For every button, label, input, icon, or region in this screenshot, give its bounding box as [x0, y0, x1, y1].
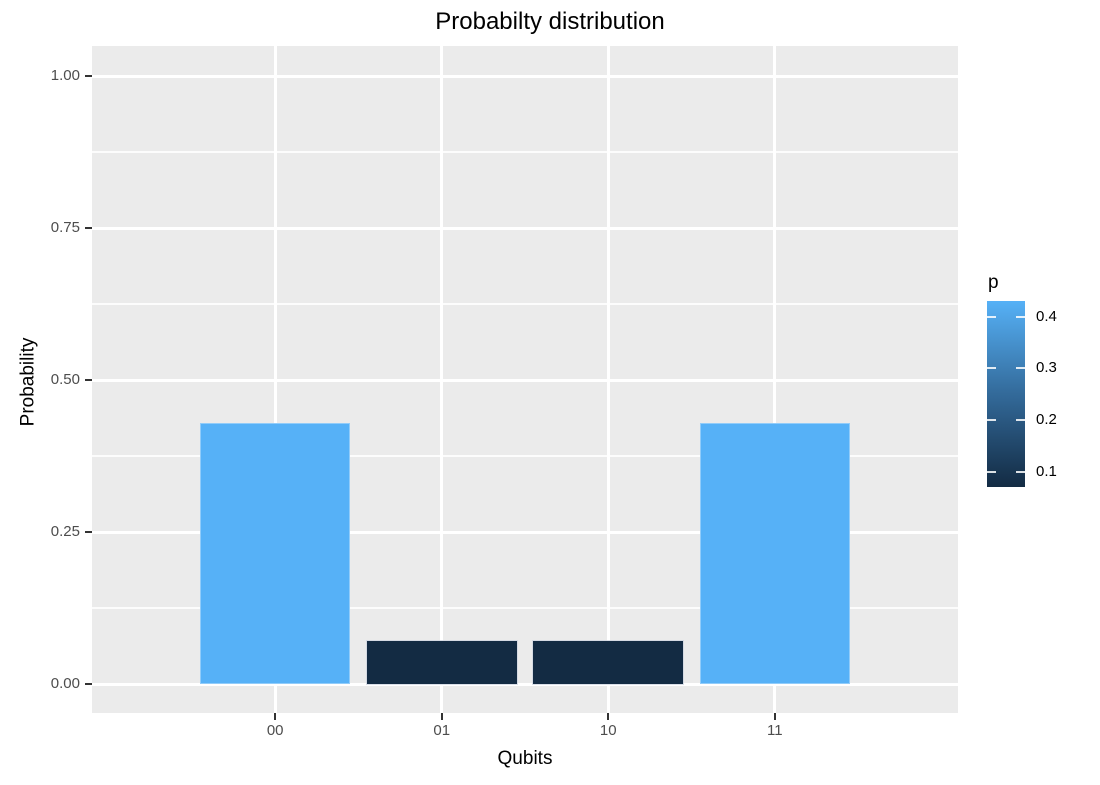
gridline-minor-h: [92, 455, 958, 457]
legend-tick-mark: [1016, 315, 1025, 318]
gridline-major-v: [273, 46, 277, 713]
y-tick: [85, 531, 92, 533]
legend-tick-mark: [987, 470, 996, 473]
plot-panel: [92, 46, 958, 713]
gridline-major-v: [606, 46, 610, 713]
legend-tick-mark: [987, 315, 996, 318]
chart-title: Probabilty distribution: [435, 8, 665, 35]
legend-tick-mark: [1016, 418, 1025, 421]
bar-10: [533, 641, 684, 684]
x-tick-label: 11: [767, 722, 783, 739]
x-tick-label: 00: [266, 722, 284, 739]
y-tick-label: 0.00: [50, 675, 80, 692]
bar-00: [200, 422, 351, 684]
x-tick: [440, 713, 443, 720]
legend-tick-label: 0.3: [1036, 359, 1057, 377]
x-tick: [773, 713, 776, 720]
legend-tick-label: 0.4: [1036, 307, 1057, 325]
y-tick: [85, 227, 92, 229]
y-tick-label: 0.25: [50, 523, 80, 540]
legend-tick-mark: [1016, 367, 1025, 370]
legend-tick-mark: [987, 367, 996, 370]
y-axis-title: Probability: [17, 337, 39, 427]
y-tick-label: 1.00: [50, 67, 80, 84]
y-tick: [85, 379, 92, 381]
gridline-minor-h: [92, 151, 958, 153]
x-tick: [274, 713, 277, 720]
legend-title: p: [988, 272, 999, 293]
gridline-major-h: [92, 378, 958, 382]
legend-tick-mark: [1016, 470, 1025, 473]
legend-tick-mark: [987, 418, 996, 421]
legend-gradient-bar: [987, 301, 1025, 487]
gridline-minor-h: [92, 607, 958, 609]
gridline-major-h: [92, 74, 958, 78]
gridline-major-v: [440, 46, 444, 713]
gridline-major-v: [773, 46, 777, 713]
gridline-minor-h: [92, 303, 958, 305]
x-tick-label: 10: [599, 722, 617, 739]
gridline-major-h: [92, 226, 958, 230]
legend-tick-label: 0.1: [1036, 462, 1057, 480]
y-tick-label: 0.75: [50, 219, 80, 236]
x-tick: [607, 713, 610, 720]
bar-11: [699, 422, 850, 684]
legend-tick-label: 0.2: [1036, 410, 1057, 428]
y-tick-label: 0.50: [50, 371, 80, 388]
x-axis-title: Qubits: [497, 748, 553, 769]
x-tick-label: 01: [433, 722, 451, 739]
y-tick: [85, 683, 92, 685]
bar-01: [366, 641, 517, 684]
y-tick: [85, 75, 92, 77]
gridline-major-h: [92, 530, 958, 534]
gridline-major-h: [92, 682, 958, 686]
